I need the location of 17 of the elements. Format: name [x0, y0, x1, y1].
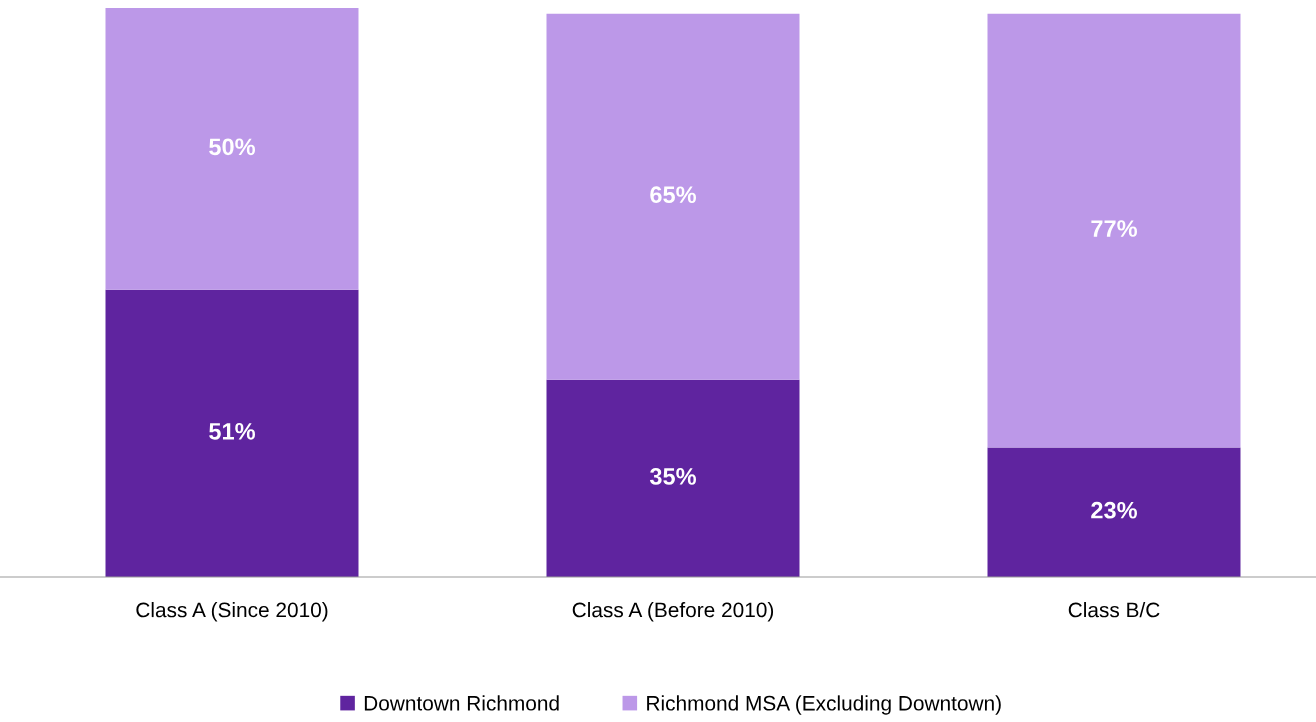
data-label: 51%	[209, 423, 256, 440]
bar	[987, 447, 1241, 577]
bar	[546, 379, 800, 577]
data-label: 65%	[650, 186, 697, 204]
legend-label: Richmond MSA (Excluding Downtown)	[647, 695, 1001, 715]
bar	[105, 8, 359, 290]
x-tick-label: Class B/C	[1068, 602, 1160, 618]
data-label: 50%	[209, 138, 256, 156]
bar	[546, 13, 800, 380]
data-label: 35%	[649, 468, 697, 485]
bar	[105, 289, 359, 577]
legend-label: Downtown Richmond	[364, 695, 559, 711]
bar	[987, 13, 1241, 448]
x-tick-label: Class A (Before 2010)	[572, 602, 774, 622]
data-label: 77%	[1091, 220, 1138, 237]
x-tick-label: Class A (Since 2010)	[136, 602, 328, 622]
data-label: 23%	[1091, 501, 1138, 519]
